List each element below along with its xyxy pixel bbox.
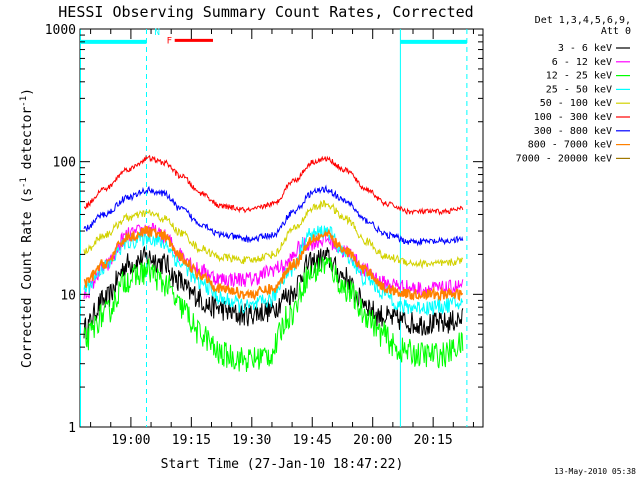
x-axis: 19:00 19:15 19:30 19:45 20:00 20:15 (90, 29, 474, 448)
series-line-4 (83, 199, 464, 270)
y-axis: 1 10 100 1000 (45, 23, 483, 436)
y-tick-label-0: 1 (68, 421, 76, 436)
y-tick-label-2: 100 (53, 156, 76, 171)
series-line-5 (83, 154, 464, 216)
legend-label-0: 3 - 6 keV (558, 43, 612, 54)
legend-label-4: 50 - 100 keV (540, 98, 612, 109)
legend: 3 - 6 keV 6 - 12 keV 12 - 25 keV 25 - 50 ke… (516, 43, 630, 164)
y-axis-label-sup1: -1 (19, 177, 29, 188)
series-line-7 (83, 225, 464, 302)
y-tick-label-1: 10 (60, 288, 76, 303)
y-axis-label: Corrected Count Rate (s-1 detector-1) (19, 88, 35, 368)
legend-label-1: 6 - 12 keV (552, 57, 612, 68)
legend-header: Det 1,3,4,5,6,9,Att 0 (535, 15, 631, 37)
legend-label-2: 12 - 25 keV (546, 71, 612, 82)
series-line-0 (83, 246, 464, 340)
x-tick-label-0: 19:00 (111, 433, 150, 448)
footer-date: 13-May-2010 05:38 (554, 467, 636, 476)
series-line-3 (83, 225, 464, 317)
x-axis-label: Start Time (27-Jan-10 18:47:22) (161, 457, 404, 472)
series-line-6 (83, 184, 464, 247)
flag-label-1: F (167, 36, 172, 46)
y-axis-label-end: ) (20, 88, 35, 96)
legend-label-8: 7000 - 20000 keV (516, 153, 612, 164)
night-markers (80, 29, 468, 427)
x-tick-label-5: 20:15 (414, 433, 453, 448)
series-layer (83, 154, 464, 373)
legend-label-6: 300 - 800 keV (534, 126, 612, 137)
x-tick-label-4: 20:00 (353, 433, 392, 448)
legend-header-line-0: Det 1,3,4,5,6,9, (535, 15, 631, 26)
chart-title: HESSI Observing Summary Count Rates, Cor… (58, 3, 473, 21)
legend-label-5: 100 - 300 keV (534, 112, 612, 123)
y-tick-label-3: 1000 (45, 23, 76, 38)
flags: NF (155, 28, 213, 46)
legend-label-3: 25 - 50 keV (546, 84, 612, 95)
y-axis-label-mid: detector (20, 107, 35, 178)
x-tick-label-1: 19:15 (172, 433, 211, 448)
y-axis-label-sup2: -1 (19, 96, 29, 107)
x-tick-label-2: 19:30 (232, 433, 271, 448)
flag-label-0: N (155, 28, 160, 38)
series-line-2 (83, 256, 464, 373)
legend-header-line-1: Att 0 (601, 26, 631, 37)
x-tick-label-3: 19:45 (293, 433, 332, 448)
legend-label-7: 800 - 7000 keV (528, 140, 612, 151)
y-axis-label-main: Corrected Count Rate (s (20, 188, 35, 368)
